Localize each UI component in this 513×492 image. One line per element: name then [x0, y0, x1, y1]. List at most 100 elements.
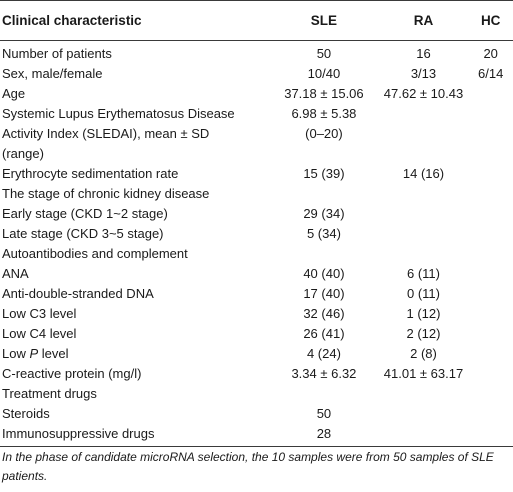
cell-ra: 16 — [416, 46, 431, 61]
cell-hc — [468, 164, 513, 184]
table-row: Immunosuppressive drugs 28 — [0, 424, 513, 447]
table-row: Low C4 level 26 (41) 2 (12) — [0, 324, 513, 344]
cell-hc — [468, 424, 513, 447]
cell-sle: 5 (34) — [306, 226, 341, 241]
cell-characteristic: Erythrocyte sedimentation rate — [2, 166, 179, 181]
cell-hc — [468, 344, 513, 364]
cell-sle: 50 — [316, 406, 332, 421]
header-hc: HC — [468, 0, 513, 41]
cell-ra: 0 (11) — [406, 286, 440, 301]
cell-sle: 50 — [316, 46, 332, 61]
cell-ra — [379, 244, 469, 264]
cell-hc — [468, 404, 513, 424]
table-row: C-reactive protein (mg/l) 3.34 ± 6.32 41.0… — [0, 364, 513, 384]
table-row: The stage of chronic kidney disease — [0, 184, 513, 204]
cell-sle: 3.34 ± 6.32 — [291, 366, 357, 381]
cell-ra — [379, 204, 469, 224]
cell-characteristic: Autoantibodies and complement — [2, 246, 188, 261]
cell-hc — [468, 244, 513, 264]
cell-characteristic: Immunosuppressive drugs — [0, 424, 270, 447]
cell-hc — [468, 204, 513, 224]
cell-characteristic: Activity Index (SLEDAI), mean ± SD — [2, 126, 210, 141]
cell-characteristic: Steroids — [2, 406, 50, 421]
cell-ra: 47.62 ± 10.43 — [383, 86, 464, 101]
cell-ra — [379, 144, 469, 164]
cell-hc — [468, 124, 513, 144]
cell-hc: 6/14 — [478, 66, 504, 81]
cell-sle: 32 (46) — [303, 306, 345, 321]
table-row: Treatment drugs — [0, 384, 513, 404]
cell-characteristic: Low C3 level — [2, 306, 77, 321]
table-row: Systemic Lupus Erythematosus Disease 6.98… — [0, 104, 513, 124]
cell-sle: 37.18 ± 15.06 — [284, 86, 364, 101]
cell-hc — [468, 324, 513, 344]
cell-hc — [468, 304, 513, 324]
cell-sle — [269, 384, 378, 404]
cell-ra: 6 (11) — [406, 266, 440, 281]
cell-characteristic: Early stage (CKD 1~2 stage) — [2, 206, 168, 221]
cell-hc — [468, 144, 513, 164]
table-row: Steroids 50 — [0, 404, 513, 424]
cell-hc — [468, 184, 513, 204]
table-row: Late stage (CKD 3~5 stage) 5 (34) — [0, 224, 513, 244]
cell-ra: 2 (8) — [410, 346, 437, 361]
cell-sle: 29 (34) — [303, 206, 345, 221]
cell-characteristic: (range) — [2, 146, 44, 161]
cell-ra — [379, 384, 469, 404]
cell-ra: 3/13 — [410, 66, 437, 81]
cell-sle: 10/40 — [307, 66, 341, 81]
cell-ra: 2 (12) — [406, 326, 441, 341]
cell-sle — [269, 184, 378, 204]
cell-ra: 14 (16) — [402, 166, 445, 181]
header-clinical-characteristic: Clinical characteristic — [0, 0, 270, 41]
cell-characteristic: ANA — [2, 266, 29, 281]
cell-hc — [468, 284, 513, 304]
cell-characteristic: Anti-double-stranded DNA — [2, 286, 154, 301]
cell-sle: 26 (41) — [303, 326, 345, 341]
cell-sle: 17 (40) — [303, 286, 345, 301]
table-row: Autoantibodies and complement — [0, 244, 513, 264]
cell-characteristic: Sex, male/female — [2, 66, 103, 81]
table-row: Number of patients 50 16 20 — [0, 41, 513, 65]
cell-sle — [269, 244, 378, 264]
table-row: (range) — [0, 144, 513, 164]
cell-characteristic: Late stage (CKD 3~5 stage) — [2, 226, 164, 241]
cell-characteristic: C-reactive protein (mg/l) — [2, 366, 142, 381]
cell-hc — [468, 384, 513, 404]
cell-hc — [468, 84, 513, 104]
cell-sle: 40 (40) — [303, 266, 345, 281]
cell-hc — [468, 364, 513, 384]
clinical-characteristics-table: Clinical characteristic SLE RA HC Number… — [0, 0, 513, 447]
cell-characteristic: Low C4 level — [2, 326, 77, 341]
cell-characteristic: The stage of chronic kidney disease — [2, 186, 210, 201]
cell-ra — [379, 124, 469, 144]
table-row: Low C3 level 32 (46) 1 (12) — [0, 304, 513, 324]
cell-sle: 28 — [269, 424, 379, 447]
cell-sle: 6.98 ± 5.38 — [291, 106, 357, 121]
table-row: ANA 40 (40) 6 (11) — [0, 264, 513, 284]
cell-ra: 41.01 ± 63.17 — [383, 366, 464, 381]
table-row: Erythrocyte sedimentation rate 15 (39) 14 … — [0, 164, 513, 184]
table-row: Age 37.18 ± 15.06 47.62 ± 10.43 — [0, 84, 513, 104]
cell-ra — [379, 184, 469, 204]
cell-sle: 4 (24) — [306, 346, 341, 361]
cell-ra — [378, 424, 469, 447]
header-row: Clinical characteristic SLE RA HC — [0, 0, 513, 41]
table-row: Low P level 4 (24) 2 (8) — [0, 344, 513, 364]
table-footnote: In the phase of candidate microRNA selec… — [2, 450, 494, 483]
cell-ra: 1 (12) — [406, 306, 441, 321]
table-body: Number of patients 50 16 20 Sex, male/female… — [0, 41, 513, 447]
table-row: Anti-double-stranded DNA 17 (40) 0 (11) — [0, 284, 513, 304]
cell-ra — [379, 404, 469, 424]
table-header: Clinical characteristic SLE RA HC — [0, 0, 513, 41]
table-row: Activity Index (SLEDAI), mean ± SD (0–20) — [0, 124, 513, 144]
cell-sle: (0–20) — [305, 126, 343, 141]
header-sle: SLE — [269, 0, 379, 41]
table-row: Early stage (CKD 1~2 stage) 29 (34) — [0, 204, 513, 224]
table-row: Sex, male/female 10/40 3/13 6/14 — [0, 64, 513, 84]
cell-hc — [468, 224, 513, 244]
cell-characteristic: Number of patients — [2, 46, 112, 61]
cell-characteristic: Age — [2, 86, 26, 101]
cell-hc — [468, 104, 513, 124]
